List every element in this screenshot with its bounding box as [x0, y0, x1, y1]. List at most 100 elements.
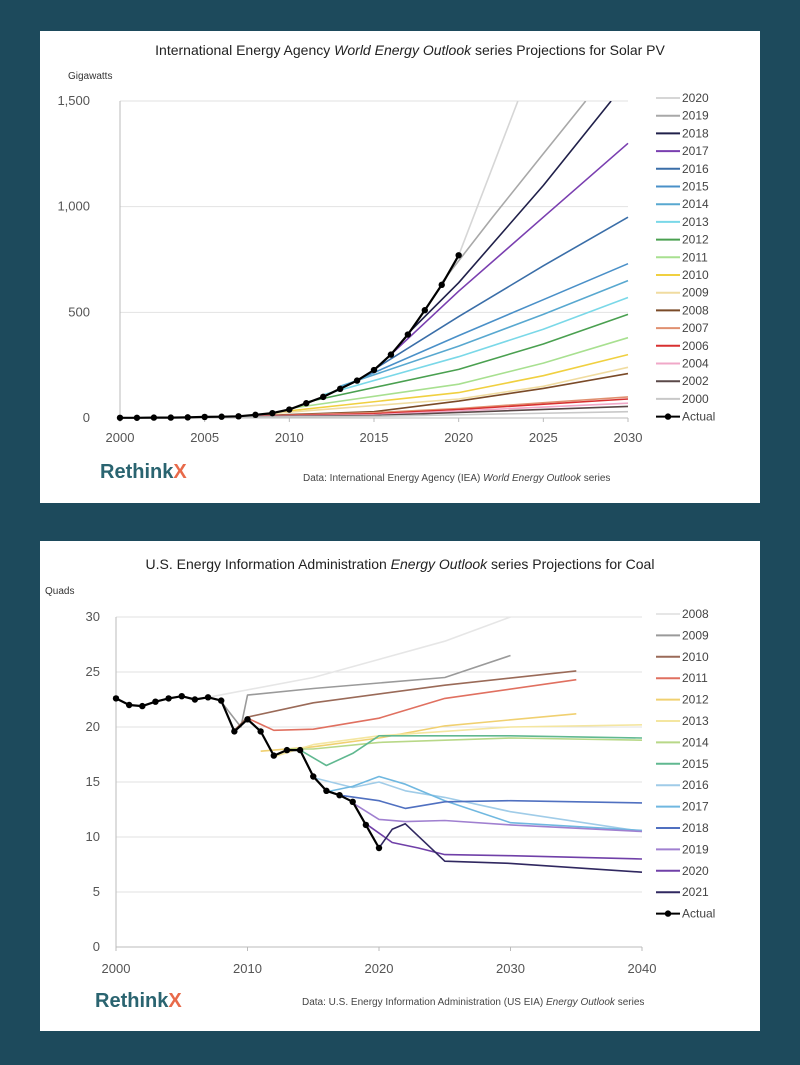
legend-label: 2011 — [682, 671, 708, 685]
legend-label: 2012 — [682, 233, 709, 247]
legend-label: 2010 — [682, 268, 709, 282]
actual-point — [150, 414, 158, 421]
plot-area: 0 500 1,000 1,500 2000 2005 2010 2015 2020 2025 20… — [57, 91, 715, 445]
y-tick-label: 1,500 — [57, 93, 90, 108]
y-tick-label: 25 — [86, 664, 100, 679]
legend-label: 2010 — [682, 650, 709, 664]
series-line-2021 — [378, 822, 643, 873]
legend-label: 2015 — [682, 757, 709, 771]
legend-label: 2020 — [682, 864, 709, 878]
series-line-2015 — [356, 262, 629, 381]
rethinkx-logo: RethinkX — [100, 461, 187, 483]
y-tick-label: 0 — [83, 410, 90, 425]
series-line-2019 — [441, 101, 587, 284]
x-tick-label: 2000 — [102, 961, 131, 976]
y-tick-label: 0 — [93, 939, 100, 954]
actual-point — [218, 697, 225, 704]
series-line-2013 — [273, 724, 643, 758]
series-line-2018 — [407, 101, 612, 335]
legend-label: 2018 — [682, 821, 709, 835]
legend-label: 2008 — [682, 607, 709, 621]
actual-point — [353, 377, 361, 384]
actual-point — [323, 787, 330, 794]
actual-point — [387, 351, 395, 358]
legend-label: 2014 — [682, 735, 709, 749]
actual-point — [349, 798, 356, 805]
series-line-2009 — [255, 366, 629, 416]
actual-point — [336, 385, 344, 393]
legend-label: 2016 — [682, 778, 709, 792]
actual-point — [362, 821, 370, 829]
legend-label: 2017 — [682, 144, 709, 158]
legend-label: 2000 — [682, 392, 709, 406]
chart-title: International Energy Agency World Energy… — [155, 42, 665, 58]
series-line-2015 — [299, 735, 643, 767]
actual-point — [310, 773, 317, 780]
series-line-2012 — [306, 313, 629, 403]
actual-point — [438, 281, 445, 289]
y-tick-label: 500 — [68, 304, 90, 319]
actual-point — [370, 366, 378, 374]
series-line-2010 — [272, 353, 629, 414]
actual-point — [235, 413, 242, 420]
legend-label: 2014 — [682, 197, 709, 211]
series-line-2010 — [233, 670, 577, 731]
legend-label: 2015 — [682, 180, 709, 194]
legend-label: 2017 — [682, 800, 709, 814]
series-line-2016 — [373, 216, 629, 371]
actual-point — [270, 752, 277, 759]
rethinkx-logo: RethinkX — [95, 990, 182, 1012]
plot-area: 0 5 10 15 20 25 30 2000 2010 2020 2030 2040 2008 2009… — [86, 607, 716, 976]
series-line-2017 — [390, 142, 629, 356]
x-tick-label: 2020 — [365, 961, 394, 976]
legend-label: 2019 — [682, 842, 709, 856]
actual-point — [336, 792, 343, 799]
actual-point — [125, 701, 133, 709]
source-note: Data: U.S. Energy Information Administra… — [302, 997, 644, 1008]
solar-chart-panel: International Energy Agency World Energy… — [40, 31, 760, 503]
legend-label: 2009 — [682, 286, 709, 300]
actual-point — [231, 728, 238, 735]
y-tick-label: 20 — [86, 719, 100, 734]
legend-label: 2016 — [682, 162, 709, 176]
series-line-2018 — [339, 794, 643, 810]
x-tick-label: 2020 — [444, 430, 473, 445]
actual-point — [286, 406, 293, 413]
legend-marker — [664, 910, 672, 917]
actual-point — [269, 409, 276, 417]
actual-point — [204, 694, 212, 701]
source-note: Data: International Energy Agency (IEA) … — [303, 473, 610, 484]
actual-point — [165, 695, 172, 702]
y-tick-label: 5 — [93, 884, 100, 899]
legend-label: 2021 — [682, 885, 709, 899]
series-line-2019 — [352, 802, 643, 833]
actual-point — [116, 414, 124, 421]
x-tick-label: 2030 — [496, 961, 525, 976]
legend-label: 2013 — [682, 215, 709, 229]
y-tick-label: 30 — [86, 609, 100, 624]
actual-point — [218, 413, 225, 420]
series-line-2008 — [207, 617, 511, 699]
y-tick-label: 15 — [86, 774, 100, 789]
legend-label: 2002 — [682, 374, 709, 388]
legend-label: 2012 — [682, 693, 709, 707]
actual-point — [257, 728, 264, 735]
legend-label: 2008 — [682, 303, 709, 317]
x-tick-label: 2010 — [275, 430, 304, 445]
legend-label: Actual — [682, 907, 715, 921]
x-tick-label: 2025 — [529, 430, 558, 445]
y-tick-label: 1,000 — [57, 199, 90, 214]
actual-point — [421, 307, 428, 314]
actual-point — [184, 414, 191, 421]
actual-point — [139, 702, 146, 710]
series-line-2020 — [365, 823, 643, 860]
coal-chart: U.S. Energy Information Administration E… — [45, 556, 716, 1012]
x-tick-label: 2015 — [360, 430, 389, 445]
y-axis-unit: Quads — [45, 586, 74, 597]
series-line-2013 — [322, 296, 629, 396]
x-tick-label: 2040 — [628, 961, 657, 976]
series-line-2016 — [313, 776, 643, 833]
actual-point — [201, 413, 208, 421]
series-line-2014 — [287, 737, 643, 750]
series-line-2017 — [326, 775, 643, 832]
